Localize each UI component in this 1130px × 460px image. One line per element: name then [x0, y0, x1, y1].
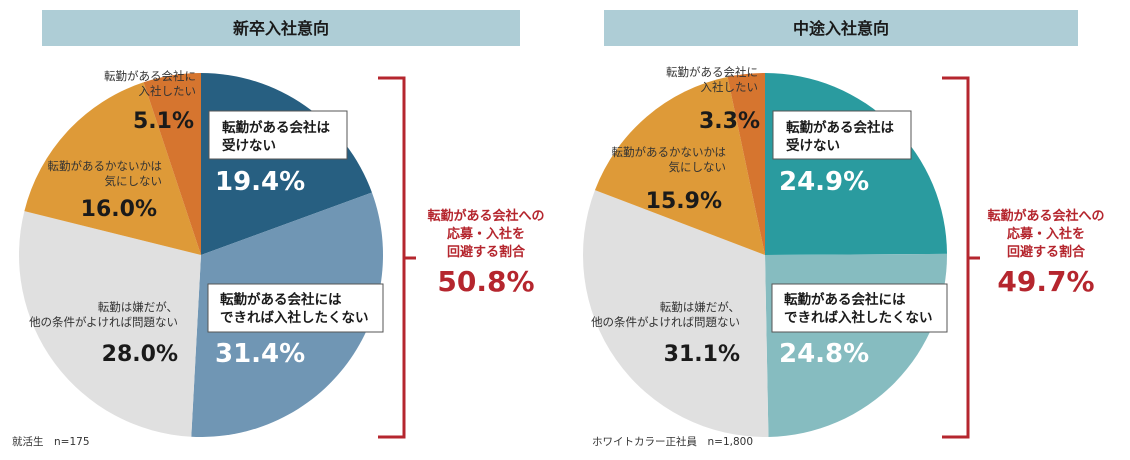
slice-label-line: 他の条件がよければ問題ない — [591, 315, 740, 329]
slice-label-line: 他の条件がよければ問題ない — [29, 315, 178, 329]
slice-value-label: 28.0% — [102, 342, 178, 367]
slice-value-label: 31.4% — [215, 339, 305, 369]
pie-slice — [582, 190, 769, 438]
slice-label-box — [771, 283, 948, 333]
slice-value-label: 3.3% — [699, 109, 760, 134]
slice-label-line: 気にしない — [105, 174, 163, 188]
chart-header-band — [604, 10, 1078, 46]
summary-value: 49.7% — [997, 265, 1094, 298]
slice-label-line: 転勤がある会社に — [104, 69, 196, 83]
slice-label-line: 受けない — [222, 137, 276, 154]
summary-text-line: 回避する割合 — [1007, 244, 1086, 260]
slice-label-box — [207, 283, 384, 333]
pie-slice — [765, 73, 947, 255]
slice-value-label: 24.9% — [779, 167, 869, 197]
pie-slice — [594, 76, 765, 256]
sample-note: 就活生 n=175 — [12, 435, 90, 448]
slice-value-label: 16.0% — [81, 197, 157, 222]
summary-text-line: 応募・入社を — [447, 226, 525, 242]
slice-label-line: 入社したい — [701, 80, 759, 94]
slice-value-label: 15.9% — [646, 189, 722, 214]
chart-title: 中途入社意向 — [793, 19, 889, 38]
slice-label-line: できれば入社したくない — [220, 309, 369, 326]
slice-label-line: 転勤は嫌だが、 — [98, 300, 178, 314]
summary-text-line: 転勤がある会社への — [427, 208, 544, 224]
slice-label-line: 転勤があるかないかは — [611, 145, 726, 159]
chart-title: 新卒入社意向 — [233, 19, 329, 38]
slice-value-label: 24.8% — [779, 339, 869, 369]
sample-note: ホワイトカラー正社員 n=1,800 — [592, 435, 753, 448]
slice-label-box — [208, 110, 348, 160]
slice-label-box — [772, 110, 912, 160]
slice-label-line: できれば入社したくない — [784, 309, 933, 326]
pie-slices — [582, 73, 948, 438]
slice-label-line: 入社したい — [139, 84, 197, 98]
summary-text-line: 転勤がある会社への — [987, 208, 1104, 224]
pie-slice — [727, 73, 765, 255]
summary-value: 50.8% — [437, 265, 534, 298]
slice-label-line: 気にしない — [669, 160, 727, 174]
slice-value-label: 5.1% — [133, 109, 194, 134]
summary-text-line: 応募・入社を — [1007, 226, 1085, 242]
slice-value-label: 19.4% — [215, 167, 305, 197]
chart-header-band — [42, 10, 520, 46]
pie-slice — [19, 211, 201, 437]
slice-label-line: 転勤がある会社には — [784, 291, 906, 308]
slice-label-line: 受けない — [786, 137, 840, 154]
pie-slice — [143, 73, 201, 255]
slice-label-line: 転勤がある会社は — [786, 119, 894, 136]
pie-slice — [24, 82, 201, 255]
slice-label-line: 転勤は嫌だが、 — [660, 300, 740, 314]
slice-label-line: 転勤がある会社に — [666, 65, 758, 79]
slice-label-line: 転勤がある会社は — [222, 119, 330, 136]
summary-text-line: 回避する割合 — [447, 244, 526, 260]
slice-label-line: 転勤がある会社には — [220, 291, 342, 308]
slice-value-label: 31.1% — [664, 342, 740, 367]
slice-label-line: 転勤があるかないかは — [47, 159, 162, 173]
